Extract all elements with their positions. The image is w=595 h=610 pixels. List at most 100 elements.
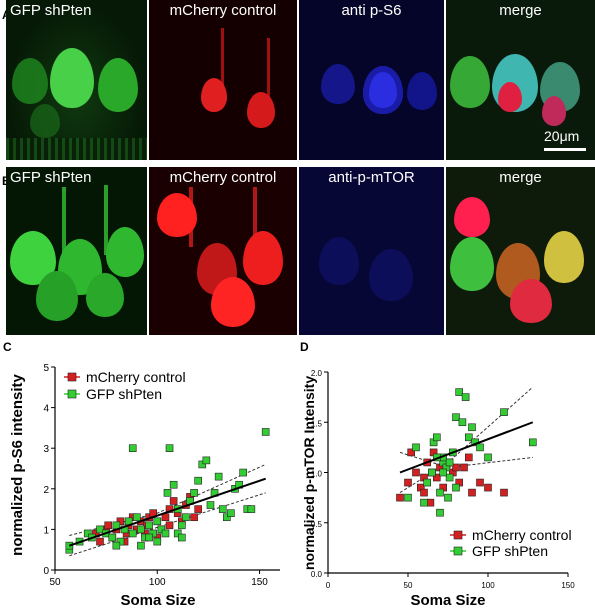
- chart-c-gfp-point: [112, 541, 121, 550]
- chart-c-gfp-point: [157, 525, 166, 534]
- chart-c-gfp-point: [169, 480, 178, 489]
- chart-c-ytick-label: 0: [43, 566, 49, 577]
- chart-c-gfp-point: [202, 456, 211, 465]
- chart-d-gfp-point: [445, 458, 454, 467]
- tile-label-a-merge: merge: [499, 2, 542, 19]
- chart-c-mcherry-point: [169, 497, 178, 505]
- chart-c-mcherry-point: [96, 537, 104, 546]
- micrograph-b-gfp: GFP shPten: [6, 167, 147, 335]
- chart-c-gfp-point: [198, 460, 207, 469]
- chart-d-mcherry-point: [404, 478, 412, 487]
- chart-c-legend-marker: [67, 372, 77, 382]
- chart-d-xtick-label: 0: [326, 581, 331, 590]
- chart-c-gfp-point: [128, 529, 137, 538]
- tile-label-a-ps6: anti p-S6: [341, 2, 402, 19]
- chart-c-legend-label: mCherry control: [86, 369, 186, 385]
- chart-d-gfp-point: [433, 433, 441, 442]
- chart-c-gfp-point: [116, 537, 125, 546]
- chart-d-gfp-point: [423, 478, 431, 487]
- chart-d-gfp-point: [445, 473, 454, 482]
- chart-d-mcherry-point: [484, 483, 492, 492]
- chart-c-ytick-label: 3: [43, 444, 49, 455]
- chart-c-gfp-point: [178, 533, 186, 542]
- chart-c-gfp-point: [108, 533, 117, 542]
- chart-d-gfp-point: [500, 408, 508, 417]
- chart-d-mcherry-point: [396, 493, 404, 502]
- chart-c-gfp-point: [239, 468, 247, 477]
- chart-c-gfp-point: [218, 505, 227, 513]
- micrograph-b-merge: merge: [446, 167, 595, 335]
- chart-c-mcherry-point: [161, 513, 170, 522]
- chart-c-legend-label: GFP shPten: [86, 386, 162, 402]
- tile-label-b-gfp: GFP shPten: [10, 169, 92, 186]
- chart-d-gfp-point: [458, 418, 467, 427]
- chart-d-legend-marker: [453, 530, 463, 540]
- chart-c-gfp-point: [65, 541, 74, 550]
- scale-bar-label: 20μm: [544, 128, 580, 144]
- chart-c-mcherry-point: [165, 505, 174, 513]
- chart-d-xlabel: Soma Size: [410, 592, 485, 609]
- chart-d-gfp-point: [428, 468, 436, 477]
- micrograph-a-mcherry: mCherry control: [149, 0, 297, 160]
- chart-d-mcherry-point: [433, 473, 441, 482]
- chart-c-fit-line: [68, 477, 267, 547]
- chart-d-legend-marker: [453, 546, 463, 556]
- chart-c-gfp-point: [133, 513, 141, 522]
- tile-label-b-mcherry: mCherry control: [169, 169, 277, 186]
- chart-c-ci-lower: [69, 492, 266, 557]
- chart-c-ytick-label: 2: [43, 485, 49, 496]
- chart-d-gfp-point: [465, 433, 473, 442]
- chart-c-ylabel: normalized p-S6 intensity: [9, 373, 26, 555]
- chart-c-xtick-label: 150: [251, 577, 268, 588]
- chart-d-legend-label: mCherry control: [472, 527, 572, 543]
- chart-c-gfp-point: [178, 521, 186, 530]
- chart-c-gfp-point: [96, 525, 104, 534]
- chart-c-gfp-point: [227, 509, 235, 517]
- chart-c-gfp-point: [194, 476, 202, 485]
- chart-c-mcherry-point: [194, 505, 202, 513]
- chart-c-ytick-label: 1: [43, 525, 49, 536]
- chart-c-gfp-point: [165, 444, 174, 452]
- chart-d-mcherry-point: [452, 463, 460, 472]
- chart-c-gfp-point: [137, 541, 145, 550]
- chart-d-gfp-point: [468, 423, 476, 432]
- chart-c-gfp-point: [163, 489, 172, 497]
- chart-d-gfp-point: [455, 388, 463, 396]
- chart-c-gfp-point: [128, 444, 137, 452]
- tile-label-a-mcherry: mCherry control: [169, 2, 277, 19]
- chart-c-gfp-point: [145, 533, 153, 542]
- chart-c-mcherry-point: [116, 517, 125, 526]
- chart-d-mcherry-point: [465, 453, 473, 462]
- chart-d-gfp-point: [420, 498, 428, 507]
- scale-bar: [544, 148, 586, 151]
- micrograph-a-merge: 20μm merge: [446, 0, 595, 160]
- chart-c-mcherry-point: [165, 521, 174, 530]
- chart-d-gfp-point: [476, 443, 484, 452]
- chart-c-gfp-point: [261, 428, 270, 436]
- chart-d-gfp-point: [436, 488, 444, 497]
- chart-c-ytick-label: 4: [43, 404, 49, 415]
- micrograph-b-pmtor: anti-p-mTOR: [299, 167, 444, 335]
- chart-c-gfp-point: [145, 521, 153, 530]
- chart-c-gfp-point: [153, 517, 162, 526]
- chart-c-gfp-point: [83, 529, 92, 538]
- micrograph-a-ps6: anti p-S6: [299, 0, 444, 160]
- tile-label-b-pmtor: anti-p-mTOR: [328, 169, 415, 186]
- micrograph-b-mcherry: mCherry control: [149, 167, 297, 335]
- chart-d-gfp-point: [529, 438, 537, 447]
- chart-d-ytick-label: 2.0: [311, 369, 323, 378]
- chart-c-xtick-label: 50: [49, 577, 61, 588]
- chart-d-ytick-label: 0.0: [311, 570, 323, 579]
- chart-c-gfp-point: [173, 529, 182, 538]
- chart-d-legend-label: GFP shPten: [472, 543, 548, 559]
- chart-d-gfp-point: [444, 493, 452, 502]
- chart-d-mcherry-point: [476, 478, 484, 487]
- chart-d-gfp-point: [436, 508, 444, 517]
- tile-label-b-merge: merge: [499, 169, 542, 186]
- chart-c-gfp-point: [190, 489, 198, 497]
- chart-d-gfp-point: [452, 413, 460, 422]
- chart-d-mcherry-point: [500, 488, 508, 497]
- chart-d-ytick-label: 1.0: [311, 470, 323, 479]
- chart-c-gfp-point: [149, 529, 157, 538]
